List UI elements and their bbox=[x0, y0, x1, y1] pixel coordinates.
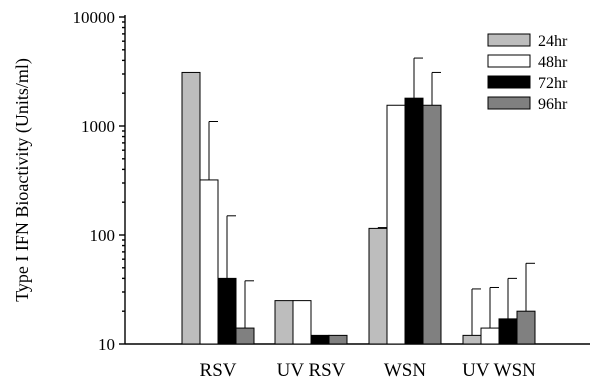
bar bbox=[181, 71, 201, 345]
y-axis-label: Type I IFN Bioactivity (Units/ml) bbox=[12, 58, 33, 302]
bar bbox=[310, 334, 330, 345]
x-tick-label: RSV bbox=[200, 360, 237, 381]
legend-label: 48hr bbox=[538, 54, 568, 71]
legend-swatch bbox=[487, 33, 531, 47]
legend-label: 24hr bbox=[538, 33, 568, 50]
bar bbox=[368, 227, 388, 345]
y-tick-label: 1000 bbox=[81, 117, 115, 136]
x-tick-label: UV RSV bbox=[277, 360, 346, 381]
bar bbox=[404, 97, 424, 345]
legend-label: 96hr bbox=[538, 96, 568, 113]
y-tick-label: 10 bbox=[98, 335, 115, 354]
bar bbox=[498, 318, 518, 345]
bar bbox=[462, 334, 482, 345]
x-tick-label: UV WSN bbox=[462, 360, 536, 381]
bar bbox=[292, 300, 312, 345]
legend-label: 72hr bbox=[538, 75, 568, 92]
bar bbox=[422, 104, 442, 345]
bar bbox=[328, 334, 348, 345]
bar bbox=[386, 104, 406, 345]
bar bbox=[480, 327, 500, 345]
legend-swatch bbox=[487, 75, 531, 89]
bar bbox=[516, 310, 536, 345]
bar bbox=[235, 327, 255, 345]
y-tick-label: 10000 bbox=[73, 8, 116, 27]
bar bbox=[217, 277, 237, 345]
legend: 24hr 48hr 72hr 96hr bbox=[487, 33, 568, 113]
plot-area: 10 100 1000 10000 RSV UV RSV WSN UV WSN bbox=[73, 8, 590, 381]
bar bbox=[274, 300, 294, 345]
bar bbox=[199, 179, 219, 345]
legend-swatch bbox=[487, 54, 531, 68]
y-tick-label: 100 bbox=[90, 226, 116, 245]
legend-swatch bbox=[487, 96, 531, 110]
x-tick-label: WSN bbox=[384, 360, 427, 381]
